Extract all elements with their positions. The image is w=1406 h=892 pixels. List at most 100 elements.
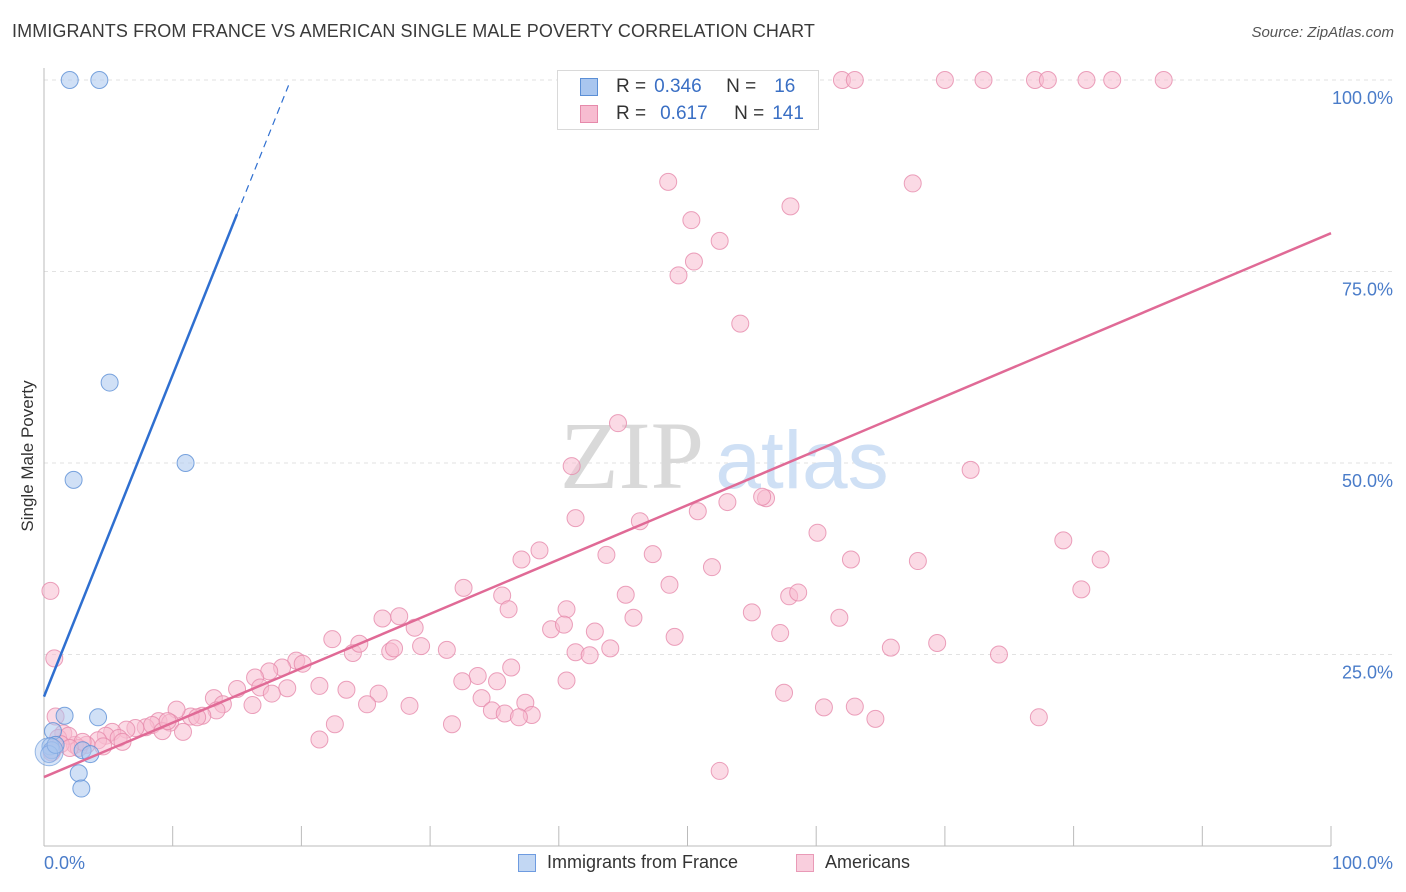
legend-item-france: Immigrants from France [518, 852, 738, 873]
americans-point [554, 615, 573, 634]
americans-point [385, 639, 404, 658]
americans-point [472, 689, 491, 708]
americans-point [1029, 708, 1048, 727]
americans-point [660, 575, 679, 594]
americans-point [903, 174, 922, 193]
americans-point [512, 550, 531, 569]
grid-lines [44, 79, 1392, 655]
stats-r-label: R = [616, 103, 647, 124]
americans-point [488, 672, 507, 691]
americans-point [468, 666, 487, 685]
stats-swatch-americans [580, 105, 598, 123]
americans-point [808, 523, 827, 542]
france-point [176, 454, 195, 472]
americans-point [702, 558, 721, 577]
bottom-legend: Immigrants from France Americans [0, 852, 1406, 878]
americans-point [928, 634, 947, 653]
americans-point [814, 698, 833, 717]
americans-point [771, 624, 790, 643]
americans-point [597, 545, 616, 564]
americans-point [337, 680, 356, 699]
france-point [69, 764, 88, 783]
americans-point [278, 679, 297, 698]
americans-point [1103, 71, 1122, 89]
americans-point [845, 71, 864, 89]
americans-point [753, 487, 772, 506]
americans-point [935, 71, 954, 89]
watermark-atlas: atlas [715, 415, 888, 506]
americans-point [502, 658, 521, 677]
americans-points [41, 71, 1173, 780]
legend-swatch-france [518, 853, 536, 872]
americans-point [881, 638, 900, 657]
stats-n-label: N = [726, 76, 757, 97]
americans-point [369, 684, 388, 703]
americans-point [323, 630, 342, 649]
watermark-zip: ZIP [560, 402, 704, 509]
y-axis-label: Single Male Poverty [18, 380, 37, 532]
france-trend-extension [236, 85, 290, 215]
france-point [46, 735, 65, 754]
stats-legend: R = 0.346 N = 16 R = 0.617 N = 141 [557, 70, 819, 130]
y-tick-label: 100.0% [1332, 88, 1393, 108]
americans-point [961, 460, 980, 479]
americans-point [499, 600, 518, 619]
americans-point [530, 541, 549, 560]
france-point [34, 737, 64, 767]
france-point [89, 708, 108, 727]
americans-point [1038, 71, 1057, 89]
americans-point [845, 697, 864, 716]
americans-point [566, 509, 585, 528]
americans-point [718, 493, 737, 512]
americans-point [1154, 71, 1173, 89]
americans-point [908, 552, 927, 571]
x-tick-label: 100.0% [1332, 853, 1393, 873]
americans-point [262, 684, 281, 703]
france-point [60, 71, 79, 89]
americans-point [390, 607, 409, 626]
stats-r-value: 0.617 [660, 103, 708, 124]
y-tick-label: 25.0% [1342, 663, 1393, 683]
chart-title: IMMIGRANTS FROM FRANCE VS AMERICAN SINGL… [12, 21, 815, 41]
stats-r-label: R = [616, 76, 647, 97]
americans-point [1054, 531, 1073, 550]
france-point [100, 373, 119, 392]
americans-point [669, 266, 688, 285]
x-tick-labels: 0.0% 100.0% [44, 853, 1393, 873]
americans-point [684, 252, 703, 271]
legend-item-americans: Americans [796, 852, 910, 873]
france-point [72, 779, 91, 798]
americans-point [974, 71, 993, 89]
americans-point [609, 414, 628, 433]
americans-point [830, 608, 849, 627]
y-tick-label: 50.0% [1342, 471, 1393, 491]
x-tick-label: 0.0% [44, 853, 85, 873]
americans-point [325, 715, 344, 734]
stats-n-value: 141 [772, 103, 804, 124]
americans-point [580, 646, 599, 665]
trend-lines [42, 85, 1332, 779]
americans-point [789, 583, 808, 602]
france-points [34, 71, 195, 798]
france-point [64, 470, 83, 489]
americans-point [437, 640, 456, 659]
chart-source: Source: ZipAtlas.com [1251, 24, 1394, 41]
americans-point [731, 314, 750, 333]
americans-point [866, 709, 885, 728]
americans-point [841, 550, 860, 569]
americans-point [688, 502, 707, 521]
france-trend-line [42, 213, 239, 698]
americans-point [412, 637, 431, 656]
stats-row-americans: R = 0.617 N = 141 [580, 101, 804, 127]
americans-point [373, 609, 392, 628]
y-tick-label: 75.0% [1342, 280, 1393, 300]
americans-point [453, 672, 472, 691]
americans-point [1072, 580, 1091, 599]
americans-point [601, 639, 620, 658]
stats-swatch-france [580, 78, 598, 96]
americans-point [243, 696, 262, 715]
stats-n-value: 16 [774, 76, 796, 97]
americans-point [509, 708, 528, 727]
americans-trend-line [43, 232, 1332, 779]
